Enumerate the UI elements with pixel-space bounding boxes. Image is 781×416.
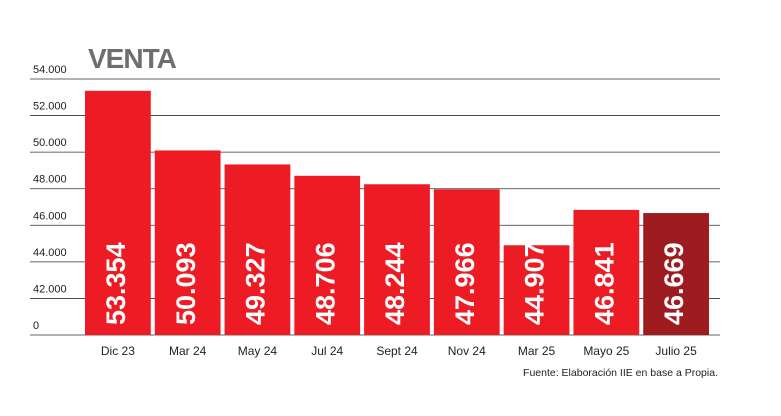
y-tick-label: 44.000 (33, 247, 67, 259)
chart-title: VENTA (88, 43, 177, 74)
bar (433, 189, 500, 335)
value-label: 49.327 (241, 242, 271, 325)
y-tick-label: 52.000 (33, 101, 67, 113)
x-tick-label: Sept 24 (376, 344, 418, 358)
x-tick-label: Mar 24 (169, 344, 207, 358)
x-tick-label: Mayo 25 (583, 344, 629, 358)
y-tick-label: 0 (33, 320, 39, 332)
bar (573, 209, 640, 335)
bar (224, 164, 291, 335)
y-tick-label: 54.000 (33, 64, 67, 76)
bar (294, 175, 361, 335)
x-tick-label: Mar 25 (518, 344, 556, 358)
value-label: 50.093 (171, 242, 201, 325)
bar (503, 245, 570, 335)
x-tick-label: Dic 23 (101, 344, 135, 358)
y-tick-label: 48.000 (33, 174, 67, 186)
x-tick-label: Jul 24 (311, 344, 343, 358)
bar (364, 184, 430, 335)
source-note: Fuente: Elaboración IIE en base a Propia… (523, 367, 718, 379)
y-tick-label: 42.000 (33, 283, 67, 295)
x-tick-label: May 24 (238, 344, 278, 358)
x-tick-label: Nov 24 (448, 344, 486, 358)
y-tick-label: 46.000 (33, 210, 67, 222)
x-tick-label: Julio 25 (655, 344, 697, 358)
value-label: 48.706 (310, 242, 340, 325)
value-label: 47.966 (450, 242, 480, 325)
value-label: 44.907 (520, 242, 550, 325)
value-label: 48.244 (380, 242, 410, 325)
bar (154, 150, 221, 335)
value-label: 46.841 (589, 242, 619, 325)
bar (643, 213, 709, 335)
value-label: 46.669 (659, 242, 689, 325)
value-label: 53.354 (101, 242, 131, 325)
y-tick-label: 50.000 (33, 137, 67, 149)
bar (85, 90, 151, 336)
